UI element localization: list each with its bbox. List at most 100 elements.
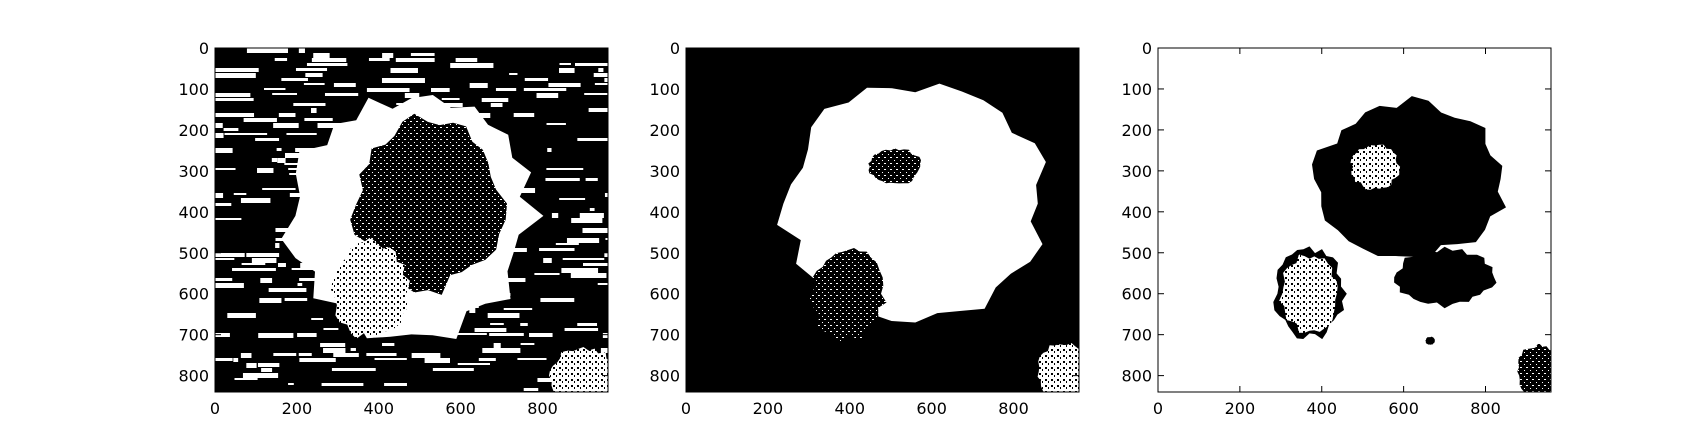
noise-band [240, 198, 271, 203]
noise-band [215, 68, 259, 72]
noise-band [313, 53, 330, 58]
noise-band [430, 88, 450, 92]
noise-band [481, 98, 509, 102]
noise-band [523, 388, 539, 391]
noise-band [482, 348, 521, 353]
noise-band [242, 373, 279, 378]
noise-band [588, 108, 608, 112]
noise-band [404, 93, 420, 98]
x-tick-label: 200 [1225, 399, 1256, 418]
noise-band [577, 138, 608, 141]
noise-band [540, 298, 575, 302]
noise-band [306, 63, 348, 66]
noise-band [432, 368, 474, 371]
noise-band [215, 98, 254, 101]
noise-band [585, 178, 598, 181]
axes-frame-middle [685, 47, 1080, 393]
noise-band [410, 53, 435, 56]
noise-band [215, 123, 223, 128]
x-tick-label: 400 [834, 399, 865, 418]
noise-band [374, 358, 407, 360]
noise-band [251, 258, 277, 263]
y-tick-label: 800 [178, 367, 209, 386]
noise-band [517, 358, 547, 360]
y-tick-label: 500 [1121, 244, 1152, 263]
noise-band [524, 78, 549, 81]
y-tick-label: 0 [670, 39, 680, 58]
noise-band [366, 353, 397, 356]
noise-band [589, 208, 595, 211]
noise-band [215, 168, 236, 170]
noise-band [293, 103, 326, 106]
noise-band [297, 283, 303, 286]
noise-band [215, 218, 242, 220]
noise-band [559, 198, 586, 200]
y-tick-label: 200 [178, 121, 209, 140]
image-right [1158, 48, 1551, 392]
noise-band [264, 88, 286, 90]
noise-band [215, 258, 235, 260]
noise-band [311, 108, 317, 113]
noise-band [323, 328, 339, 330]
noise-band [545, 178, 580, 181]
noise-band [564, 328, 599, 331]
x-tick-label: 800 [998, 399, 1029, 418]
noise-band [396, 103, 403, 105]
noise-band [234, 378, 258, 380]
noise-band [523, 88, 567, 91]
noise-band [317, 123, 343, 128]
noise-band [604, 193, 608, 197]
noise-band [255, 138, 280, 141]
noise-band [489, 333, 524, 336]
noise-band [598, 68, 604, 72]
noise-band [304, 118, 333, 121]
noise-band [597, 283, 608, 285]
noise-band [469, 308, 476, 313]
y-tick-label: 400 [649, 203, 680, 222]
y-tick-label: 500 [178, 244, 209, 263]
noise-band [503, 308, 533, 310]
noise-band [321, 383, 364, 386]
noise-band [320, 343, 346, 347]
noise-band [546, 123, 566, 125]
axes-frame-right [1157, 47, 1552, 393]
noise-band [261, 368, 273, 372]
noise-band [559, 68, 575, 73]
noise-band [331, 368, 376, 371]
noise-band [275, 228, 295, 232]
noise-band [215, 283, 244, 288]
noise-band [493, 343, 501, 348]
noise-band [605, 238, 608, 240]
noise-band [509, 73, 518, 75]
noise-band [215, 333, 230, 337]
noise-band [232, 268, 276, 271]
noise-band [298, 48, 305, 53]
noise-band [273, 123, 299, 128]
noise-band [411, 353, 441, 358]
noise-band [536, 93, 559, 98]
noise-band [275, 243, 280, 248]
noise-band [604, 253, 608, 257]
y-tick-label: 500 [649, 244, 680, 263]
noise-band [562, 258, 605, 260]
y-tick-label: 0 [199, 39, 209, 58]
y-tick-label: 600 [1121, 285, 1152, 304]
y-tick-label: 100 [178, 80, 209, 99]
noise-band [539, 248, 575, 251]
noise-band [241, 263, 266, 265]
x-tick-label: 400 [363, 399, 394, 418]
noise-band [534, 273, 560, 275]
y-tick-label: 100 [649, 80, 680, 99]
noise-band [246, 48, 289, 53]
noise-band [268, 288, 307, 292]
noise-band [582, 228, 608, 233]
noise-band [277, 158, 286, 163]
noise-band [368, 58, 390, 61]
noise-band [469, 83, 488, 88]
image-region [1279, 254, 1338, 333]
noise-band [495, 88, 517, 91]
noise-band [559, 63, 571, 65]
y-tick-label: 400 [1121, 203, 1152, 222]
